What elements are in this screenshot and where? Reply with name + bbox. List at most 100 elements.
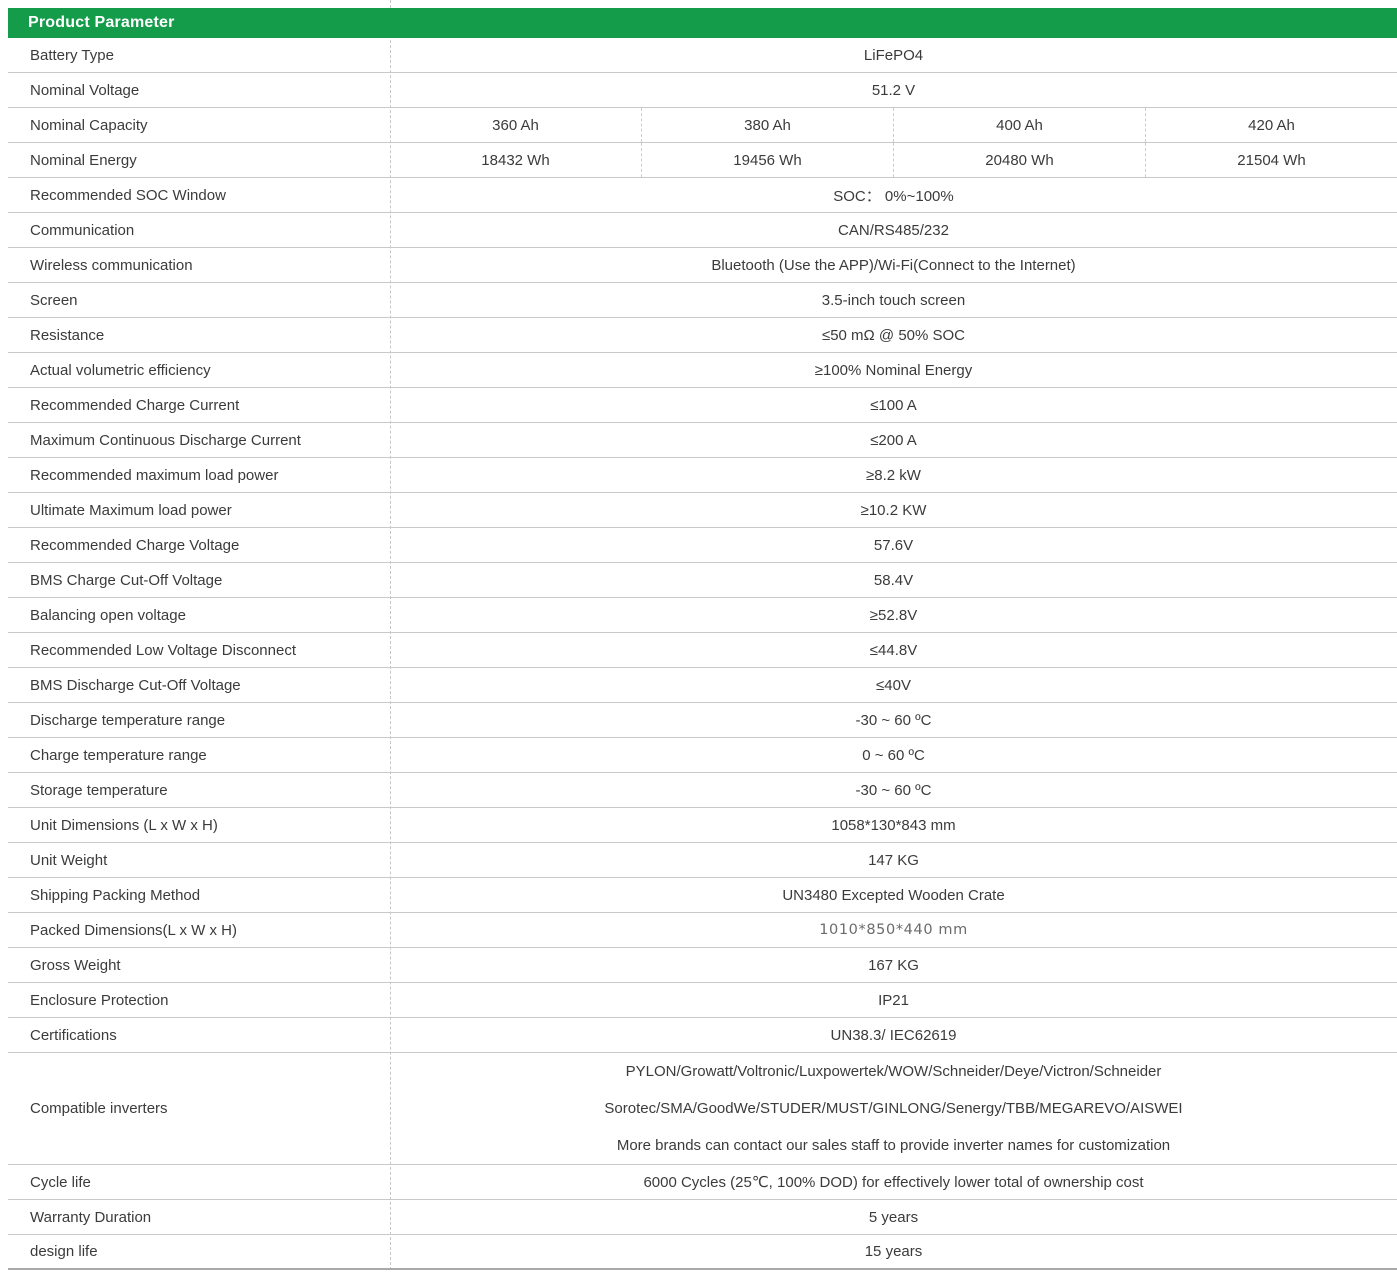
row-label: Screen — [30, 291, 78, 309]
row-values: UN3480 Excepted Wooden Crate — [390, 878, 1397, 912]
table-row: Discharge temperature range -30 ~ 60 ºC — [8, 703, 1397, 738]
row-label: Packed Dimensions(L x W x H) — [30, 921, 237, 939]
row-value-line: More brands can contact our sales staff … — [616, 1137, 1171, 1154]
row-label: Gross Weight — [30, 956, 121, 974]
row-value: 18432 Wh — [481, 151, 550, 169]
table-row: Unit Dimensions (L x W x H) 1058*130*843 … — [8, 808, 1397, 843]
table-row: Shipping Packing Method UN3480 Excepted W… — [8, 878, 1397, 913]
row-label: Communication — [30, 221, 135, 239]
row-value: ≤200 A — [870, 431, 917, 449]
table-row: Nominal Voltage 51.2 V — [8, 73, 1397, 108]
row-label: Recommended maximum load power — [30, 466, 279, 484]
table-row: BMS Discharge Cut-Off Voltage ≤40V — [8, 668, 1397, 703]
row-value: 20480 Wh — [893, 143, 1145, 177]
row-value: UN3480 Excepted Wooden Crate — [782, 886, 1005, 904]
column-divider-line — [390, 0, 391, 1270]
row-label: Nominal Energy — [30, 151, 137, 169]
table-row: Recommended SOC Window SOC： 0%~100% — [8, 178, 1397, 213]
row-values: ≥10.2 KW — [390, 493, 1397, 527]
row-values: UN38.3/ IEC62619 — [390, 1018, 1397, 1052]
row-values: ≤44.8V — [390, 633, 1397, 667]
table-row: Packed Dimensions(L x W x H) 1010*850*440… — [8, 913, 1397, 948]
row-values: ≥52.8V — [390, 598, 1397, 632]
row-label: Unit Weight — [30, 851, 108, 869]
row-values: 0 ~ 60 ºC — [390, 738, 1397, 772]
row-label: Recommended Low Voltage Disconnect — [30, 641, 296, 659]
row-label: Certifications — [30, 1026, 117, 1044]
row-values: CAN/RS485/232 — [390, 213, 1397, 247]
table-row: Nominal Energy 18432 Wh 19456 Wh 20480 Wh 21… — [8, 143, 1397, 178]
row-value: UN38.3/ IEC62619 — [830, 1026, 957, 1044]
row-label: Discharge temperature range — [30, 711, 226, 729]
row-values: 1010*850*440 mm — [390, 913, 1397, 947]
table-body: Battery Type LiFePO4 Nominal Voltage 51.2 V… — [8, 38, 1397, 1270]
row-values: 360 Ah 380 Ah 400 Ah 420 Ah — [390, 108, 1397, 142]
row-value: 5 years — [868, 1208, 919, 1226]
table-row: Recommended Charge Voltage 57.6V — [8, 528, 1397, 563]
row-values: 167 KG — [390, 948, 1397, 982]
table-row: BMS Charge Cut-Off Voltage 58.4V — [8, 563, 1397, 598]
row-value: 51.2 V — [871, 81, 916, 99]
row-value: Bluetooth (Use the APP)/Wi-Fi(Connect to… — [711, 256, 1076, 274]
table-row: Actual volumetric efficiency ≥100% Nomina… — [8, 353, 1397, 388]
row-value: ≤100 A — [870, 396, 917, 414]
table-row: Ultimate Maximum load power ≥10.2 KW — [8, 493, 1397, 528]
row-values: ≥100% Nominal Energy — [390, 353, 1397, 387]
table-row: Recommended Low Voltage Disconnect ≤44.8V — [8, 633, 1397, 668]
table-row: Gross Weight 167 KG — [8, 948, 1397, 983]
row-label: Recommended SOC Window — [30, 186, 226, 204]
row-label: Actual volumetric efficiency — [30, 361, 211, 379]
row-values: 18432 Wh 19456 Wh 20480 Wh 21504 Wh — [390, 143, 1397, 177]
row-value: 380 Ah — [641, 108, 893, 142]
row-label: Recommended Charge Voltage — [30, 536, 240, 554]
table-row: Recommended Charge Current ≤100 A — [8, 388, 1397, 423]
row-values: Bluetooth (Use the APP)/Wi-Fi(Connect to… — [390, 248, 1397, 282]
table-row: Compatible inverters PYLON/Growatt/Voltro… — [8, 1053, 1397, 1165]
row-value: ≥8.2 kW — [866, 466, 921, 484]
row-values: IP21 — [390, 983, 1397, 1017]
table-row: Maximum Continuous Discharge Current ≤200… — [8, 423, 1397, 458]
table-row: Storage temperature -30 ~ 60 ºC — [8, 773, 1397, 808]
table-row: Nominal Capacity 360 Ah 380 Ah 400 Ah 420 Ah — [8, 108, 1397, 143]
table-row: Warranty Duration 5 years — [8, 1200, 1397, 1235]
row-value: 21504 Wh — [1145, 143, 1397, 177]
row-values: 58.4V — [390, 563, 1397, 597]
row-values: ≤50 mΩ @ 50% SOC — [390, 318, 1397, 352]
row-values: ≤40V — [390, 668, 1397, 702]
row-label: Shipping Packing Method — [30, 886, 201, 904]
row-value-line: Sorotec/SMA/GoodWe/STUDER/MUST/GINLONG/S… — [604, 1100, 1183, 1117]
row-value: ≥100% Nominal Energy — [814, 361, 973, 379]
row-value-line: PYLON/Growatt/Voltronic/Luxpowertek/WOW/… — [625, 1063, 1162, 1080]
row-value: 147 KG — [868, 851, 919, 869]
table-row: Enclosure Protection IP21 — [8, 983, 1397, 1018]
row-values: 5 years — [390, 1200, 1397, 1234]
row-label: Storage temperature — [30, 781, 168, 799]
table-row: Communication CAN/RS485/232 — [8, 213, 1397, 248]
row-values: 15 years — [390, 1235, 1397, 1268]
table-row: Certifications UN38.3/ IEC62619 — [8, 1018, 1397, 1053]
row-value: ≥10.2 KW — [860, 501, 927, 519]
row-value: 6000 Cycles (25℃, 100% DOD) for effectiv… — [643, 1174, 1144, 1191]
row-value: 0 ~ 60 ºC — [862, 746, 925, 764]
row-label: BMS Charge Cut-Off Voltage — [30, 571, 223, 589]
row-value: 1010*850*440 mm — [819, 922, 968, 938]
row-value: 400 Ah — [893, 108, 1145, 142]
row-label: Wireless communication — [30, 256, 193, 274]
row-value: IP21 — [878, 991, 909, 1009]
row-values: 147 KG — [390, 843, 1397, 877]
row-values: ≤200 A — [390, 423, 1397, 457]
table-row: Screen 3.5-inch touch screen — [8, 283, 1397, 318]
row-label: Warranty Duration — [30, 1208, 152, 1226]
table-row: Recommended maximum load power ≥8.2 kW — [8, 458, 1397, 493]
row-value: ≤44.8V — [869, 641, 918, 659]
table-row: Battery Type LiFePO4 — [8, 38, 1397, 73]
row-value: 420 Ah — [1145, 108, 1397, 142]
row-value: ≤50 mΩ @ 50% SOC — [821, 326, 966, 344]
row-label: Charge temperature range — [30, 746, 207, 764]
row-value: 57.6V — [873, 536, 914, 554]
row-values: ≤100 A — [390, 388, 1397, 422]
table-row: design life 15 years — [8, 1235, 1397, 1270]
row-value: SOC： 0%~100% — [833, 187, 954, 205]
row-values: -30 ~ 60 ºC — [390, 773, 1397, 807]
row-value: -30 ~ 60 ºC — [855, 711, 932, 729]
